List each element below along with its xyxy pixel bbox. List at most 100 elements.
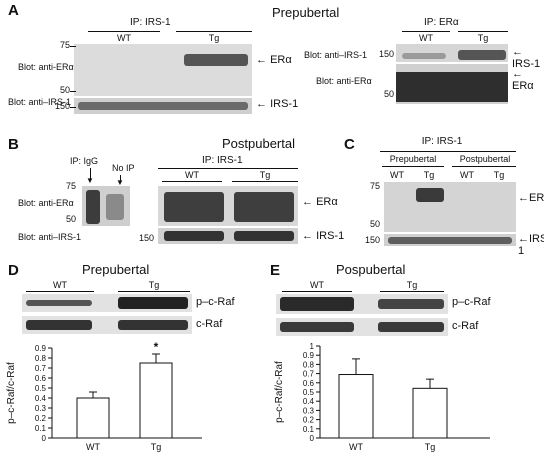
band-label-pcraf: p–c-Raf xyxy=(196,296,235,308)
ip-bracket xyxy=(380,151,516,152)
mw-150: 150 xyxy=(364,235,380,245)
panel-b-label: B xyxy=(8,136,19,153)
y-tick-label: 0 xyxy=(42,434,47,443)
blot-b-irs1 xyxy=(158,228,298,244)
row-label-anti-irs1: Blot: anti–IRS-1 xyxy=(304,50,368,60)
arrow-shaft xyxy=(90,168,91,180)
y-tick-label: 0.6 xyxy=(35,374,47,383)
mw-50: 50 xyxy=(383,89,394,99)
band-label-irs1: IRS-1 xyxy=(518,233,544,257)
arrow-down-icon: ▼ xyxy=(116,178,124,187)
band-tg-craf xyxy=(118,320,188,330)
arrow-down-icon: ▼ xyxy=(86,176,94,185)
band-tg-irs1 xyxy=(234,231,294,241)
y-tick-label: 0.9 xyxy=(35,344,47,353)
band-wt-craf xyxy=(280,322,354,332)
y-tick-label: 0.7 xyxy=(303,370,315,379)
group-label-tg: Tg xyxy=(208,33,220,43)
bar xyxy=(338,374,374,439)
mw-50: 50 xyxy=(65,214,76,224)
stage-bracket xyxy=(382,166,444,167)
bar xyxy=(139,362,173,439)
blot-c-era xyxy=(384,182,516,232)
wt-bracket xyxy=(88,31,160,32)
mw-50: 50 xyxy=(369,219,380,229)
panel-b-ip: IP: IRS-1 xyxy=(202,155,243,166)
panel-a-title: Prepubertal xyxy=(272,5,340,20)
blot-b-era xyxy=(158,186,298,226)
y-tick-label: 0 xyxy=(310,434,315,443)
wt-bracket xyxy=(26,291,94,292)
band-era xyxy=(396,72,508,102)
row-label-anti-era: Blot: anti-ERα xyxy=(18,198,74,208)
band-tg-pcraf xyxy=(378,299,444,309)
band-label-era: ERα xyxy=(270,54,292,66)
arrow-shaft xyxy=(120,175,121,181)
blot-e-pcraf xyxy=(276,294,448,314)
band-label-era: ERα xyxy=(512,80,534,92)
mw-150: 150 xyxy=(138,233,154,243)
group-label-wt: WT xyxy=(185,170,199,180)
y-tick-label: 0.3 xyxy=(303,406,315,415)
tg-bracket xyxy=(118,291,190,292)
row-label-anti-era: Blot: anti-ERα xyxy=(316,76,372,86)
band-wt-era xyxy=(164,192,224,222)
group-label-wt: WT xyxy=(117,33,131,43)
tg-bracket xyxy=(380,291,444,292)
band-label-craf: c-Raf xyxy=(196,318,223,330)
wt-bracket xyxy=(162,181,222,182)
mw-tick xyxy=(70,91,76,92)
tg-bracket xyxy=(176,31,252,32)
y-tick-label: 0.3 xyxy=(35,404,47,413)
bar xyxy=(412,387,448,439)
row-label-anti-era: Blot: anti-ERα xyxy=(18,62,74,72)
band-wt-irs1 xyxy=(164,231,224,241)
stage-postpubertal: Postpubertal xyxy=(459,154,511,164)
band-tg-pcraf xyxy=(118,297,188,309)
x-tick-label: Tg xyxy=(151,442,162,452)
mw-tick xyxy=(70,107,76,108)
panel-c-ip: IP: IRS-1 xyxy=(421,136,463,147)
band-label-era: ERα xyxy=(316,196,338,208)
band-wt-pcraf xyxy=(280,297,354,311)
blot-a-left-era xyxy=(74,44,252,96)
y-tick-label: 0.5 xyxy=(35,384,47,393)
lane-label: Tg xyxy=(493,170,505,180)
band-label-pcraf: p–c-Raf xyxy=(452,296,491,308)
panel-a-right-ip: IP: ERα xyxy=(424,17,459,28)
band-irs1 xyxy=(388,237,512,244)
band-wt-irs1 xyxy=(402,53,446,59)
band-irs1 xyxy=(78,102,248,110)
x-tick-label: WT xyxy=(86,442,100,452)
wt-bracket xyxy=(402,31,450,32)
x-tick-label: WT xyxy=(349,442,363,452)
no-ip-label: No IP xyxy=(112,163,135,173)
band-label-era: ERα xyxy=(529,192,544,204)
y-axis-label: p–c-Raf/c-Raf xyxy=(274,361,285,423)
mw-150: 150 xyxy=(378,49,394,59)
stage-prepubertal: Prepubertal xyxy=(389,154,437,164)
bar xyxy=(76,397,110,439)
group-label-tg: Tg xyxy=(477,33,489,43)
panel-d-title: Prepubertal xyxy=(82,262,150,277)
stage-bracket xyxy=(452,166,516,167)
blot-e-craf xyxy=(276,318,448,336)
group-label-wt: WT xyxy=(53,280,67,290)
panel-c-label: C xyxy=(344,136,355,153)
blot-a-left-irs1 xyxy=(74,98,252,114)
y-tick-label: 0.6 xyxy=(303,379,315,388)
y-tick-label: 0.1 xyxy=(35,424,47,433)
group-label-tg: Tg xyxy=(259,170,271,180)
chart-e: 00.10.20.30.40.50.60.70.80.91 p–c-Raf/c-R… xyxy=(274,342,490,452)
panel-d-label: D xyxy=(8,262,19,279)
group-label-tg: Tg xyxy=(406,280,418,290)
blot-d-craf xyxy=(22,316,192,334)
band-tg-era xyxy=(184,54,248,66)
band-wt-craf xyxy=(26,320,92,330)
row-label-anti-irs1: Blot: anti–IRS-1 xyxy=(8,97,72,107)
mw-tick xyxy=(70,46,76,47)
row-label-anti-irs1: Blot: anti–IRS-1 xyxy=(18,232,82,242)
band-no-ip xyxy=(106,194,124,220)
band-tg-craf xyxy=(378,322,444,332)
mw-50: 50 xyxy=(59,85,70,95)
